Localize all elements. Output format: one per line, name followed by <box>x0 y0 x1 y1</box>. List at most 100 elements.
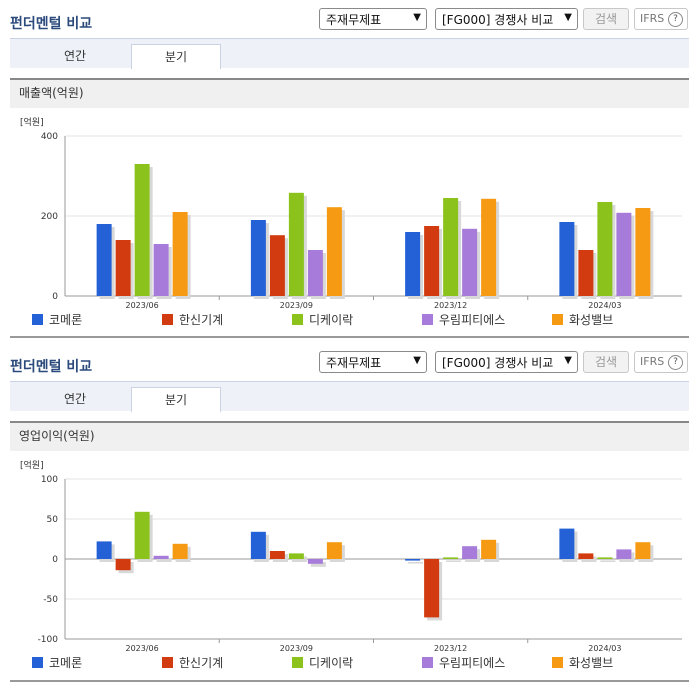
legend-label: 디케이락 <box>309 656 353 670</box>
ifrs-button[interactable]: IFRS ? <box>634 8 688 30</box>
legend-label: 코메론 <box>49 656 82 670</box>
y-tick-label: -50 <box>43 595 58 605</box>
panel-divider <box>10 336 689 338</box>
legend-swatch <box>162 314 173 325</box>
fundamental-panel-revenue: 펀더멘털 비교 주재무제표 ▼ [FG000] 경쟁사 비교 ▼ 검색 IFRS… <box>0 0 696 340</box>
compare-select-value: [FG000] 경쟁사 비교 <box>442 13 554 27</box>
bar <box>172 212 188 296</box>
search-button[interactable]: 검색 <box>583 8 629 30</box>
bar <box>635 542 651 559</box>
ifrs-button[interactable]: IFRS ? <box>634 351 688 373</box>
bar <box>481 539 497 559</box>
legend-swatch <box>422 657 433 668</box>
bar <box>288 553 304 559</box>
bar-shadow <box>600 560 616 562</box>
ifrs-label: IFRS <box>640 12 665 25</box>
y-tick-label: 400 <box>41 132 58 142</box>
bar-shadow <box>408 562 424 564</box>
bar <box>134 164 150 296</box>
legend-label: 화성밸브 <box>569 313 613 327</box>
bar <box>597 202 613 296</box>
y-tick-label: 50 <box>47 515 59 525</box>
bar <box>405 559 421 561</box>
x-tick-label: 2024/03 <box>588 301 621 310</box>
revenue-chart-svg: [억원] 0 200 400 2023/06 2023/09 2023/12 2024/03 코… <box>20 116 682 327</box>
y-tick-label: 100 <box>41 475 58 485</box>
bar <box>326 207 342 296</box>
panel-title: 펀더멘털 비교 <box>10 16 93 32</box>
y-tick-label: 200 <box>41 212 58 222</box>
legend-label: 화성밸브 <box>569 656 613 670</box>
tab-quarterly[interactable]: 분기 <box>131 44 221 69</box>
bar <box>153 244 169 296</box>
y-unit-label: [억원] <box>20 459 44 471</box>
bar-shadow <box>581 556 597 562</box>
tab-annual[interactable]: 연간 <box>63 392 87 406</box>
bar <box>96 541 112 559</box>
revenue-chart: [억원] 0 200 400 2023/06 2023/09 2023/12 2024/03 코… <box>10 108 689 342</box>
bar <box>288 192 304 296</box>
bar <box>405 232 421 296</box>
legend-swatch <box>422 314 433 325</box>
bar <box>481 198 497 296</box>
x-tick-label: 2023/06 <box>126 301 159 310</box>
operating-income-chart-svg: [억원] -100 -50 0 50 100 2023/06 2023/09 2023/12 20… <box>20 459 682 670</box>
bar <box>134 511 150 559</box>
legend-swatch <box>292 314 303 325</box>
legend-swatch <box>552 657 563 668</box>
x-tick-label: 2023/12 <box>434 301 467 310</box>
tab-quarterly[interactable]: 분기 <box>131 387 221 412</box>
bar-shadow <box>446 560 462 562</box>
legend-label: 우림피티에스 <box>439 313 505 327</box>
chevron-down-icon: ▼ <box>564 355 572 366</box>
legend-label: 코메론 <box>49 313 82 327</box>
legend-label: 한신기계 <box>179 313 223 327</box>
y-tick-label: 0 <box>52 292 58 302</box>
bar <box>424 226 440 296</box>
bar <box>616 549 632 559</box>
bar <box>307 559 323 564</box>
help-icon: ? <box>668 12 683 27</box>
statement-select-value: 주재무제표 <box>326 13 382 27</box>
bar-shadow <box>310 562 326 567</box>
bar <box>597 557 613 559</box>
compare-select[interactable]: [FG000] 경쟁사 비교 ▼ <box>435 351 578 373</box>
statement-select[interactable]: 주재무제표 ▼ <box>319 351 427 373</box>
y-unit-label: [억원] <box>20 116 44 128</box>
bar <box>307 250 323 296</box>
panel-title: 펀더멘털 비교 <box>10 359 93 375</box>
legend-swatch <box>32 314 43 325</box>
bar <box>578 250 594 296</box>
period-tabs: 연간 분기 <box>10 381 689 412</box>
tab-annual[interactable]: 연간 <box>63 49 87 63</box>
period-tabs: 연간 분기 <box>10 38 689 69</box>
x-tick-label: 2023/09 <box>280 301 313 310</box>
bar <box>269 235 285 296</box>
bar-shadow <box>156 558 172 562</box>
x-tick-label: 2023/06 <box>126 644 159 653</box>
compare-select-value: [FG000] 경쟁사 비교 <box>442 356 554 370</box>
compare-select[interactable]: [FG000] 경쟁사 비교 ▼ <box>435 8 578 30</box>
x-tick-label: 2024/03 <box>588 644 621 653</box>
y-tick-label: 0 <box>52 555 58 565</box>
bar <box>153 555 169 559</box>
bar-shadow <box>291 556 307 562</box>
chevron-down-icon: ▼ <box>564 12 572 23</box>
legend-swatch <box>32 657 43 668</box>
bar <box>250 220 266 296</box>
panel-divider <box>10 680 689 682</box>
bar <box>462 228 478 296</box>
bar <box>559 528 575 559</box>
bar <box>115 559 131 571</box>
search-button[interactable]: 검색 <box>583 351 629 373</box>
bar <box>559 222 575 296</box>
help-icon: ? <box>668 355 683 370</box>
statement-select[interactable]: 주재무제표 ▼ <box>319 8 427 30</box>
bar <box>269 551 285 559</box>
bar <box>616 212 632 296</box>
x-tick-label: 2023/09 <box>280 644 313 653</box>
ifrs-label: IFRS <box>640 355 665 368</box>
y-tick-label: -100 <box>38 635 59 645</box>
legend-swatch <box>552 314 563 325</box>
bar <box>443 198 459 296</box>
